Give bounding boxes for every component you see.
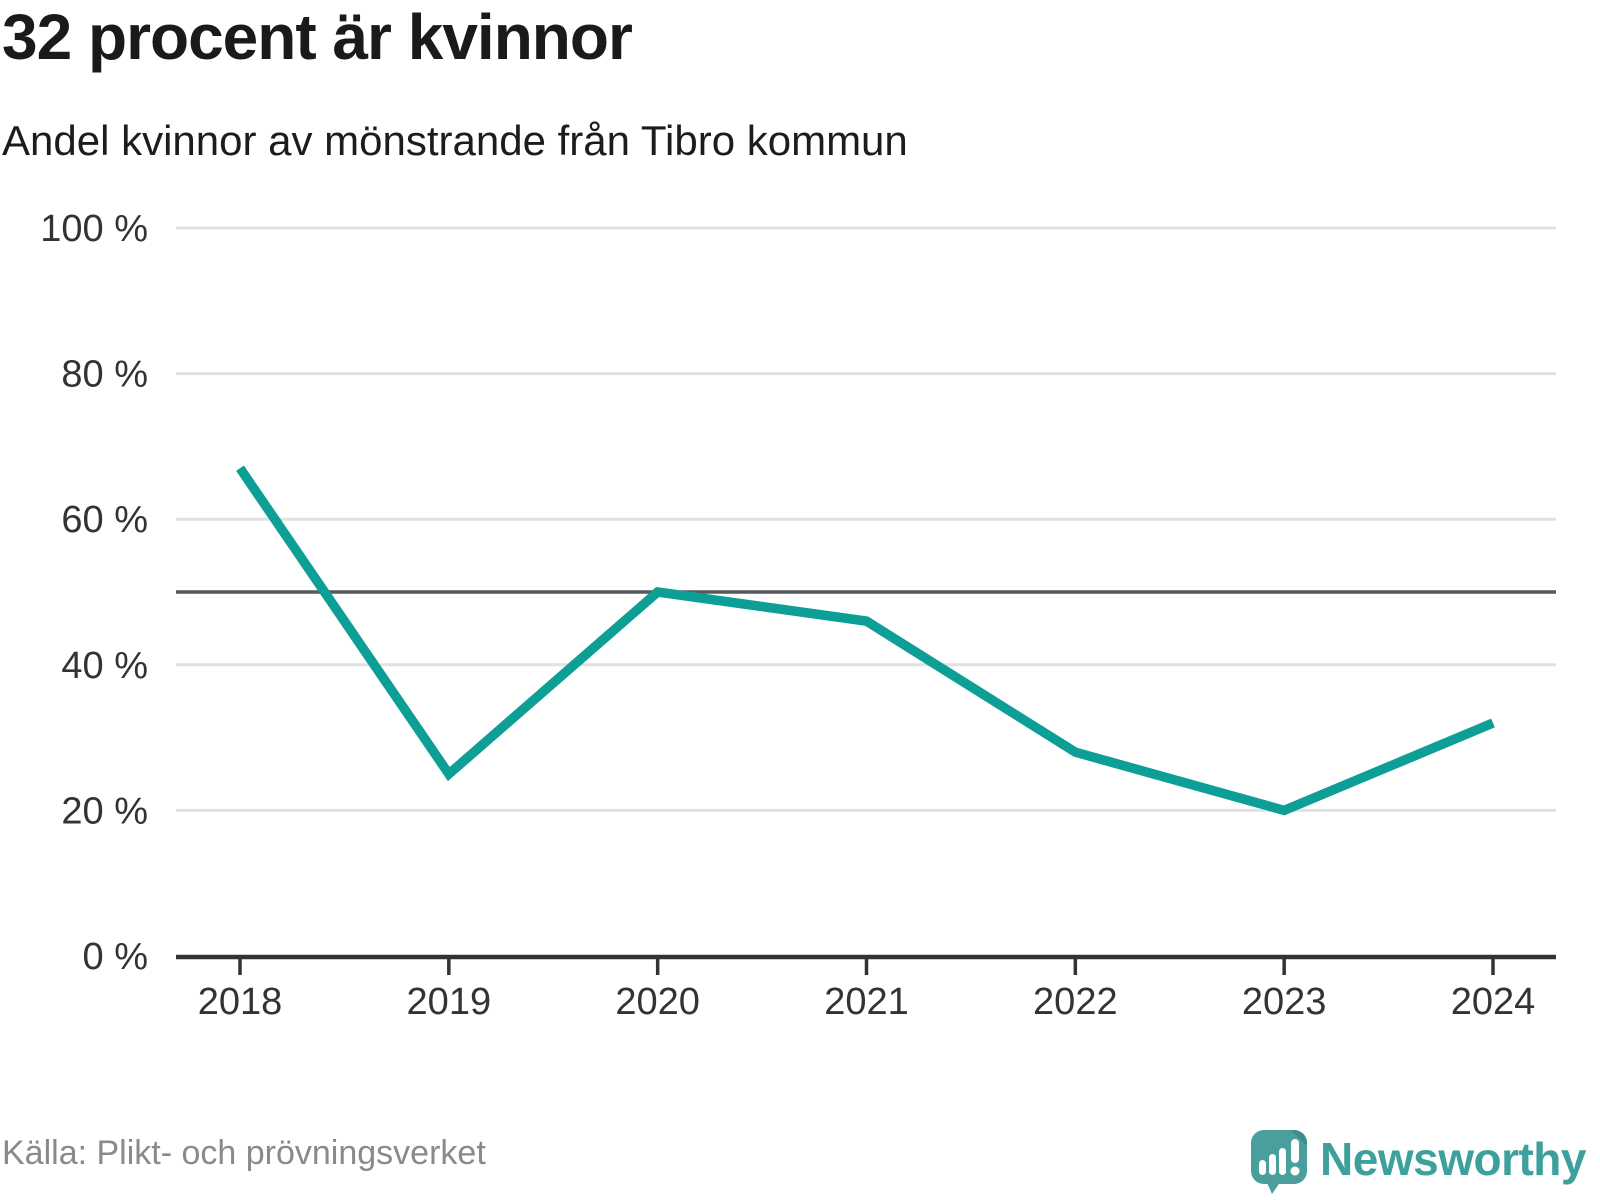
y-tick-label-0: 0 % <box>83 936 148 978</box>
x-tick-label-2023: 2023 <box>1242 981 1327 1023</box>
data-series-line <box>236 465 1495 816</box>
x-tick-label-2024: 2024 <box>1451 981 1536 1023</box>
y-tick-label-60: 60 % <box>61 499 148 541</box>
x-tick-label-2019: 2019 <box>407 981 492 1023</box>
x-tick-label-2021: 2021 <box>824 981 909 1023</box>
x-tick-label-2022: 2022 <box>1033 981 1118 1023</box>
chart-subtitle: Andel kvinnor av mönstrande från Tibro k… <box>2 117 908 164</box>
y-tick-label-100: 100 % <box>40 208 148 250</box>
y-tick-label-40: 40 % <box>61 645 148 687</box>
x-tick-label-2018: 2018 <box>198 981 283 1023</box>
newsworthy-logo: Newsworthy <box>1250 1124 1586 1194</box>
newsworthy-logo-text: Newsworthy <box>1320 1133 1586 1185</box>
newsworthy-speech-bubble-icon <box>1251 1130 1308 1194</box>
y-tick-label-80: 80 % <box>61 354 148 396</box>
x-tick-label-2020: 2020 <box>615 981 700 1023</box>
page-title: 32 procent är kvinnor <box>2 1 633 73</box>
source-note: Källa: Plikt- och prövningsverket <box>2 1134 486 1172</box>
y-tick-label-20: 20 % <box>61 790 148 832</box>
